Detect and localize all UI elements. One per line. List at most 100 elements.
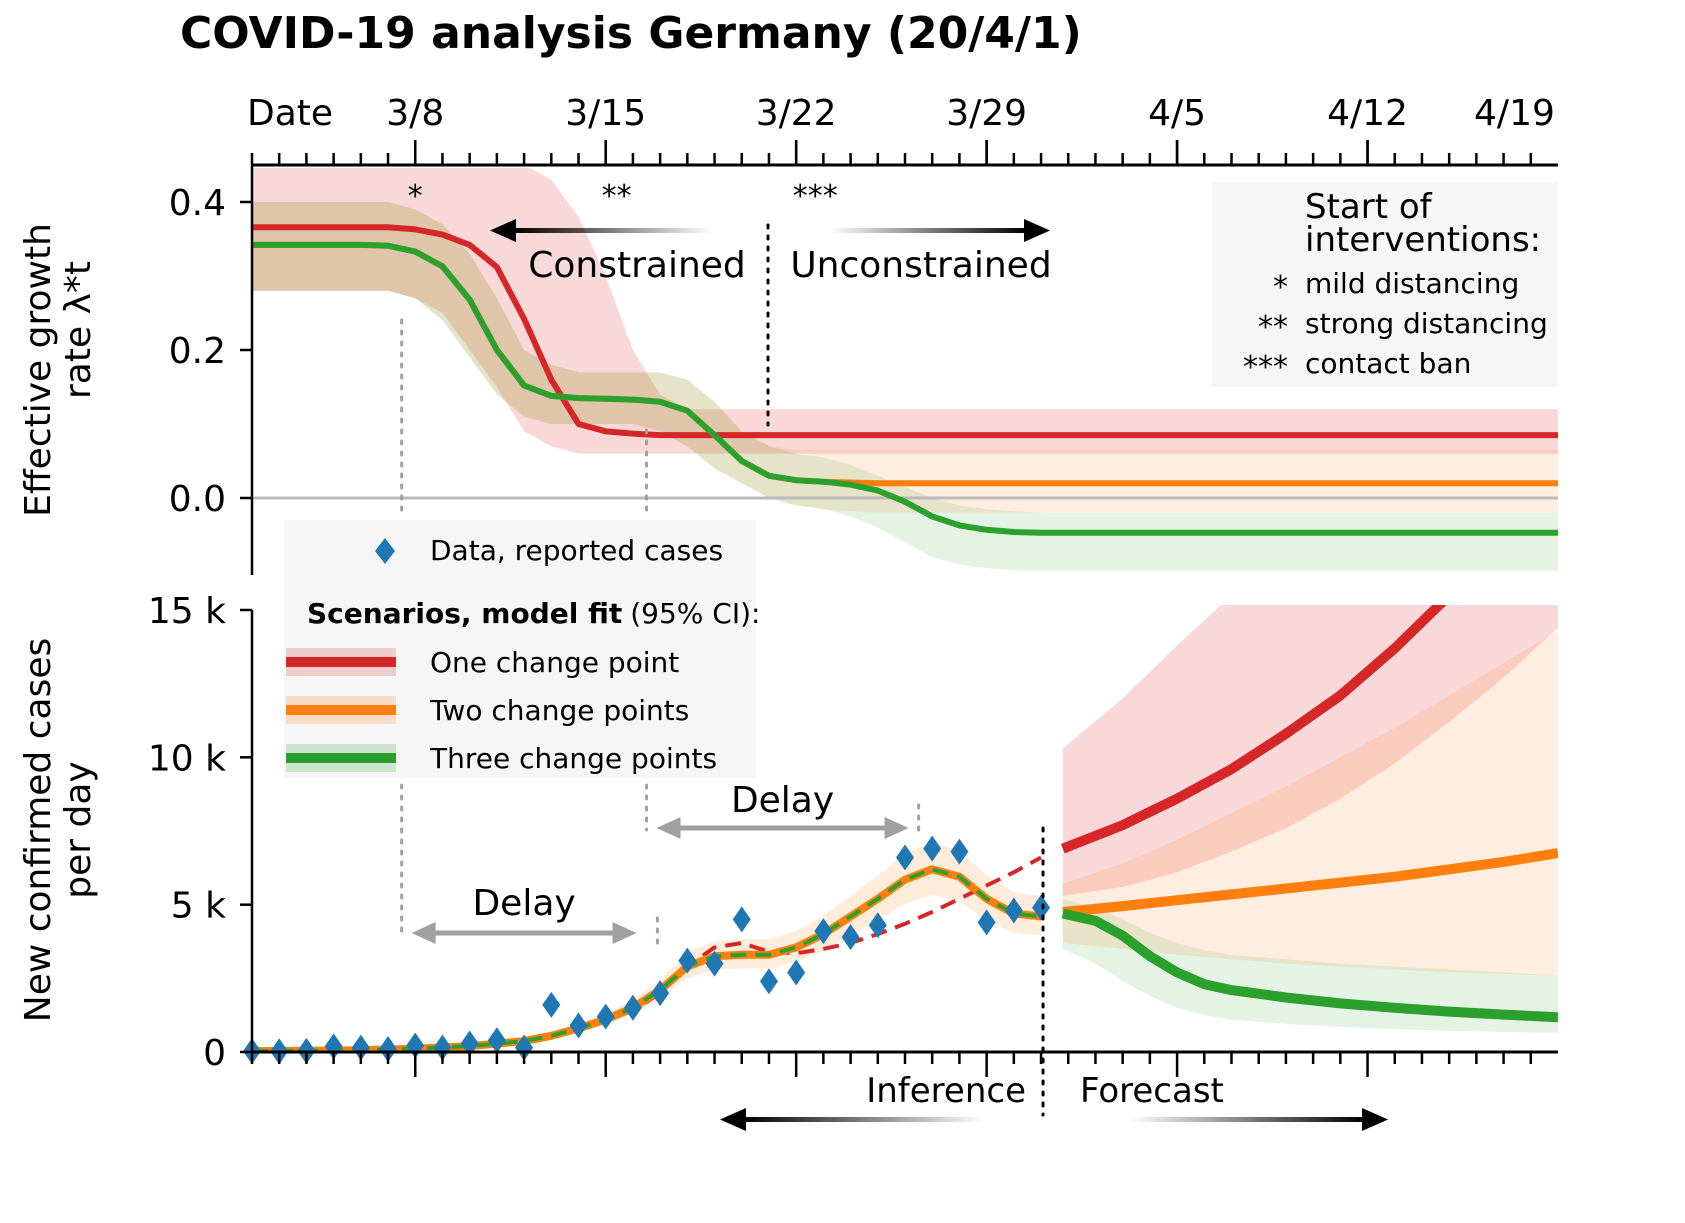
- data-point: [623, 994, 642, 1021]
- new-cases-ylabel-line2: per day: [58, 761, 99, 898]
- fit-line-one-change-point: [252, 855, 1042, 1052]
- data-point: [977, 909, 996, 936]
- scenarios-legend-title-bold: Scenarios, model fit: [307, 597, 622, 630]
- data-point: [569, 1012, 588, 1039]
- forecast-line-two-change-points: [1062, 848, 1558, 917]
- growth-rate-ylabel-line1: Effective growth: [18, 223, 59, 517]
- legend-data-marker: [375, 538, 395, 564]
- new-cases-y-ticks: 15 k 10 k 5 k 0: [148, 591, 252, 1074]
- scenarios-legend-box: [284, 520, 756, 778]
- data-point: [1004, 897, 1023, 924]
- data-point: [379, 1036, 398, 1063]
- date-tick-label-4-12: 4/12: [1327, 93, 1408, 134]
- cases-y-tick-label: 15 k: [148, 591, 226, 632]
- legend-label-mild: mild distancing: [1305, 267, 1519, 300]
- growth-y-tick-label: 0.0: [169, 479, 226, 520]
- growth-line-one-change-point: [252, 224, 1558, 439]
- scenarios-legend: Data, reported cases Scenarios, model fi…: [284, 520, 760, 778]
- cases-y-tick-label: 0: [203, 1033, 226, 1074]
- growth-line-three-change-points: [252, 241, 1558, 536]
- date-tick-label-3-29: 3/29: [946, 93, 1027, 134]
- new-cases-ci-bands: [252, 605, 1558, 1052]
- reported-cases-points: [243, 835, 1051, 1065]
- forecast-ci-band-two-change-points: [1062, 630, 1558, 976]
- legend-label-contact-ban: contact ban: [1305, 347, 1471, 380]
- constrained-label: Constrained: [528, 245, 746, 286]
- delay-label-1: Delay: [472, 883, 575, 924]
- data-point: [868, 912, 887, 939]
- date-axis-label: Date: [247, 93, 333, 134]
- interventions-legend-title-line1: Start of: [1305, 187, 1433, 227]
- date-tick-label-4-19: 4/19: [1474, 93, 1555, 134]
- data-point: [515, 1034, 534, 1061]
- data-point: [950, 838, 969, 865]
- data-point: [460, 1030, 479, 1057]
- legend-marker-mild: *: [1273, 270, 1288, 305]
- data-point: [814, 918, 833, 945]
- data-point: [896, 844, 914, 871]
- data-point: [732, 906, 751, 933]
- intervention-guides: [400, 318, 921, 947]
- forecast-line-one-change-point: [1060, 605, 1447, 854]
- data-point: [787, 959, 806, 986]
- data-point: [1032, 894, 1051, 921]
- growth-y-tick-label: 0.2: [169, 331, 226, 372]
- unconstrained-arrow: [830, 219, 1050, 242]
- growth-ci-band-one-change-point: [252, 168, 1558, 454]
- forecast-ci-band-one-change-point: [1062, 605, 1558, 896]
- scenarios-legend-title-suffix: (95% CI):: [630, 597, 760, 630]
- forecast-label: Forecast: [1080, 1071, 1224, 1111]
- data-point: [542, 991, 561, 1018]
- inference-arrow: [720, 1108, 984, 1131]
- intervention-marker-contact-ban: ***: [793, 179, 838, 214]
- unconstrained-label: Unconstrained: [790, 245, 1051, 286]
- delay-arrow: [656, 817, 909, 839]
- data-point: [759, 968, 778, 995]
- delay-arrows: [411, 817, 909, 944]
- date-tick-label-3-8: 3/8: [386, 93, 444, 134]
- growth-rate-lines: [252, 224, 1558, 536]
- data-point: [487, 1027, 506, 1054]
- constrained-arrow: [490, 219, 712, 242]
- data-point: [433, 1034, 452, 1061]
- inference-label: Inference: [866, 1071, 1026, 1111]
- cases-y-tick-label: 5 k: [171, 886, 226, 927]
- legend-label-one: One change point: [430, 646, 679, 679]
- new-cases-x-ticks: [250, 1052, 1533, 1077]
- forecast-arrow: [1130, 1108, 1388, 1131]
- growth-rate-y-ticks: 0.4 0.2 0.0: [169, 183, 252, 520]
- new-cases-panel: 15 k 10 k 5 k 0 New confirmed cases per day…: [18, 591, 1558, 1131]
- intervention-marker-strong: **: [602, 179, 632, 214]
- date-ticks: 3/8 3/15 3/22 3/29 4/5 4/12 4/19: [250, 93, 1555, 165]
- new-cases-ylabel-line1: New confirmed cases: [18, 638, 59, 1022]
- figure-title: COVID-19 analysis Germany (20/4/1): [180, 8, 1082, 59]
- legend-marker-strong: **: [1258, 310, 1288, 345]
- cases-y-tick-label: 10 k: [148, 738, 226, 779]
- forecast-line-three-change-points: [1061, 908, 1558, 1023]
- data-point: [678, 947, 697, 974]
- date-tick-label-3-22: 3/22: [756, 93, 837, 134]
- interventions-legend-box: [1212, 182, 1558, 387]
- fit-ci-band: [252, 842, 1041, 1052]
- data-point: [841, 924, 860, 951]
- growth-rate-ylabel-line2: rate λ*t: [58, 261, 99, 399]
- scenarios-legend-title: Scenarios, model fit (95% CI):: [307, 597, 760, 630]
- legend-label-two: Two change points: [429, 694, 689, 727]
- legend-label-strong: strong distancing: [1305, 307, 1548, 340]
- legend-marker-contact-ban: ***: [1243, 350, 1288, 385]
- data-point: [596, 1003, 615, 1030]
- data-point: [351, 1034, 370, 1061]
- legend-label-three: Three change points: [429, 742, 717, 775]
- date-tick-label-4-5: 4/5: [1148, 93, 1206, 134]
- scenario-swatches: [286, 648, 396, 772]
- data-point: [705, 950, 724, 977]
- delay-arrow: [411, 922, 637, 944]
- date-tick-label-3-15: 3/15: [565, 93, 646, 134]
- intervention-marker-mild: *: [408, 179, 423, 214]
- forecast-ci-band-three-change-points: [1062, 898, 1558, 1033]
- delay-label-2: Delay: [731, 780, 834, 821]
- interventions-legend-title-line2: interventions:: [1305, 220, 1541, 260]
- interventions-legend: Start of interventions: * mild distancin…: [1212, 182, 1558, 387]
- data-point: [651, 980, 670, 1007]
